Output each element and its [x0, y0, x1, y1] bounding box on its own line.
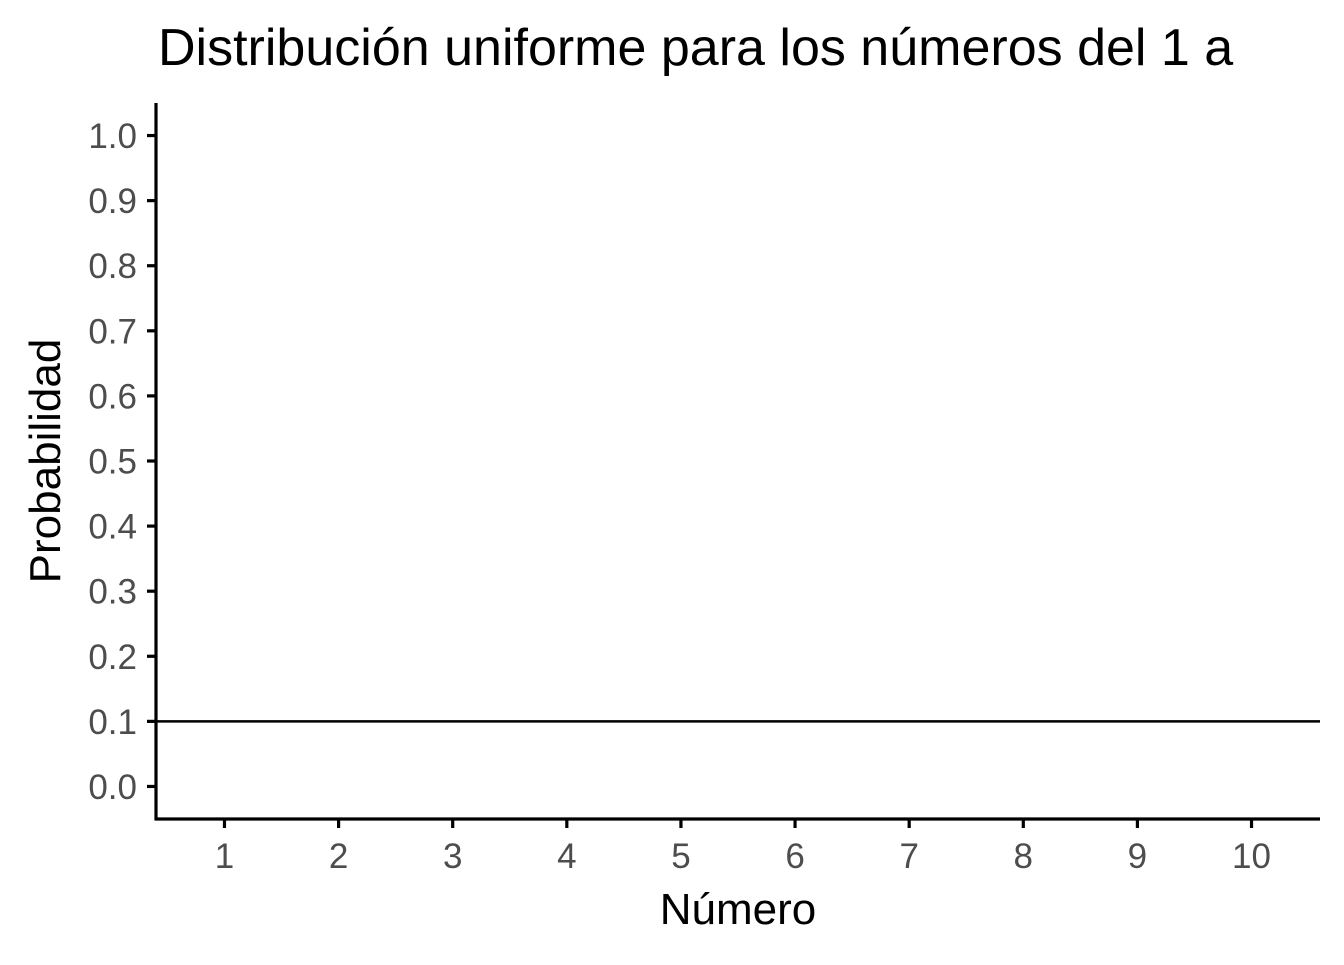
y-tick-label: 0.5 — [88, 443, 137, 482]
x-axis-title: Número — [660, 885, 817, 934]
x-axis-ticks: 1 2 3 4 5 6 7 8 9 10 — [215, 819, 1271, 876]
x-tick-label: 3 — [443, 837, 462, 876]
x-tick-label: 5 — [671, 837, 690, 876]
y-tick-label: 0.6 — [88, 377, 137, 416]
x-tick-label: 4 — [557, 837, 576, 876]
y-tick-label: 0.2 — [88, 638, 137, 677]
x-tick-label: 6 — [785, 837, 804, 876]
x-tick-label: 7 — [899, 837, 918, 876]
y-axis-ticks: 0.0 0.1 0.2 0.3 0.4 0.5 0.6 0.7 0.8 0.9 1.0 — [88, 117, 156, 807]
chart-title: Distribución uniforme para los números d… — [158, 19, 1233, 77]
y-axis-title: Probabilidad — [21, 339, 70, 584]
x-tick-label: 1 — [215, 837, 234, 876]
x-tick-label: 8 — [1014, 837, 1033, 876]
x-tick-label: 9 — [1128, 837, 1147, 876]
x-tick-label: 10 — [1232, 837, 1271, 876]
y-tick-label: 0.3 — [88, 573, 137, 612]
y-tick-label: 0.8 — [88, 247, 137, 286]
y-tick-label: 1.0 — [88, 117, 137, 156]
y-tick-label: 0.1 — [88, 703, 137, 742]
y-tick-label: 0.4 — [88, 508, 137, 547]
x-tick-label: 2 — [329, 837, 348, 876]
y-tick-label: 0.7 — [88, 312, 137, 351]
y-tick-label: 0.9 — [88, 182, 137, 221]
y-tick-label: 0.0 — [88, 768, 137, 807]
